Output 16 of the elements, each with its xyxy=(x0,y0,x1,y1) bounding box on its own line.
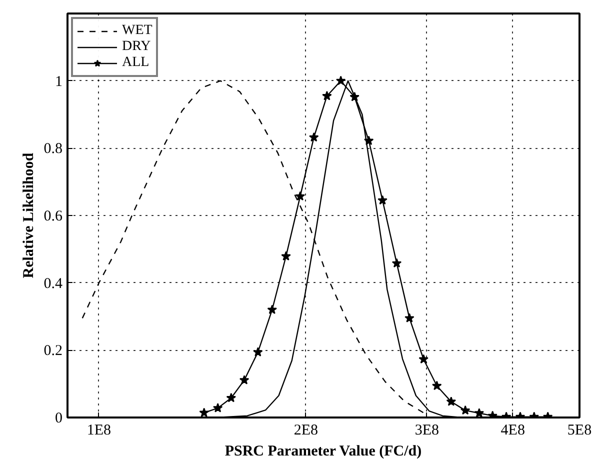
y-axis-title: Relative Likelihood xyxy=(20,152,37,278)
y-tick-label: 0 xyxy=(55,410,62,426)
y-tick-label: 0.6 xyxy=(44,208,63,224)
x-tick-label: 2E8 xyxy=(294,422,318,438)
x-tick-label: 4E8 xyxy=(500,422,525,438)
legend-label: DRY xyxy=(122,39,151,55)
x-tick-label: 3E8 xyxy=(414,422,440,438)
y-tick-label: 1 xyxy=(55,74,62,90)
y-tick-label: 0.8 xyxy=(44,141,62,158)
legend-label: WET xyxy=(122,23,152,39)
y-tick-label: 0.2 xyxy=(44,343,62,360)
legend-label: ALL xyxy=(122,55,150,71)
x-tick-label: 5E8 xyxy=(567,422,592,438)
x-axis-title: PSRC Parameter Value (FC/d) xyxy=(224,444,422,460)
x-tick-label: 1E8 xyxy=(86,422,112,438)
y-tick-label: 0.4 xyxy=(44,276,63,292)
